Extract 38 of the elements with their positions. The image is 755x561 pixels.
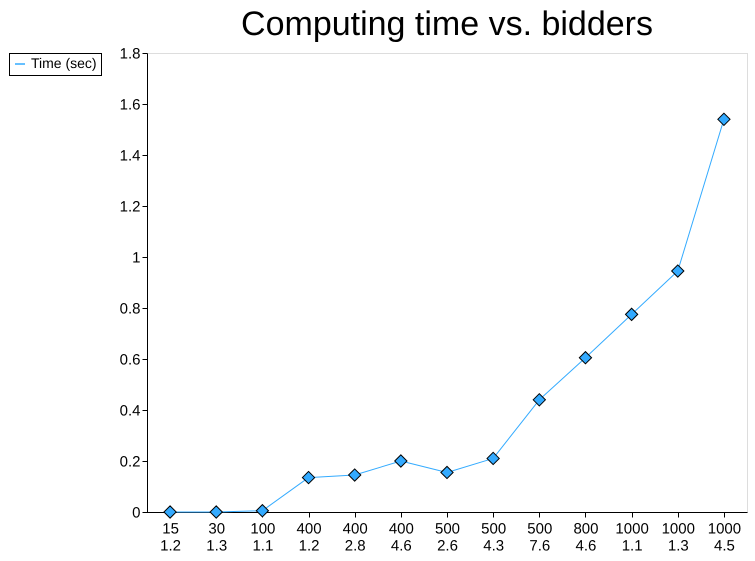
x-tick-label: 800 4.6 [573, 520, 598, 554]
y-tick-label: 1.2 [120, 198, 140, 216]
x-tick-label: 500 2.6 [434, 520, 460, 554]
point [624, 308, 638, 321]
y-tick-label: 1 [132, 250, 140, 266]
x-tick-label: 1000 1.1 [615, 520, 649, 554]
legend-label: Time (sec) [31, 55, 97, 71]
y-tick-label: 0.8 [120, 300, 140, 318]
point [394, 454, 408, 468]
x-tick-label: 500 7.6 [527, 520, 552, 554]
x-tick-label: 1000 4.5 [708, 520, 742, 554]
point [671, 264, 684, 278]
point [486, 452, 500, 466]
x-tick-label: 30 1.3 [206, 520, 228, 554]
x-tick-label: 100 1.1 [250, 520, 276, 554]
x-tick-label: 400 4.6 [388, 520, 414, 554]
point [210, 505, 223, 519]
x-tick-label: 400 1.2 [296, 520, 322, 554]
point [256, 504, 270, 518]
point [532, 393, 546, 406]
y-tick-label: 0 [132, 504, 140, 522]
y-tick-label: 1.8 [120, 46, 140, 62]
x-tick-label: 1000 1.3 [662, 520, 695, 554]
y-tick-label: 0.4 [120, 402, 140, 420]
y-tick-label: 0.2 [120, 454, 140, 470]
y-tick-label: 1.6 [120, 96, 140, 114]
y-tick-label: 1.4 [120, 148, 140, 164]
x-tick-label: 15 1.2 [160, 520, 182, 554]
x-tick-label: 400 2.8 [342, 520, 368, 554]
point [440, 466, 454, 480]
point [717, 112, 731, 126]
x-tick-label: 500 4.3 [481, 520, 506, 554]
point [163, 505, 177, 519]
point [578, 351, 592, 364]
point [302, 470, 316, 484]
point [348, 468, 362, 482]
chart-title: Computing time vs. bidders [241, 5, 653, 43]
y-tick-label: 0.6 [120, 352, 140, 368]
